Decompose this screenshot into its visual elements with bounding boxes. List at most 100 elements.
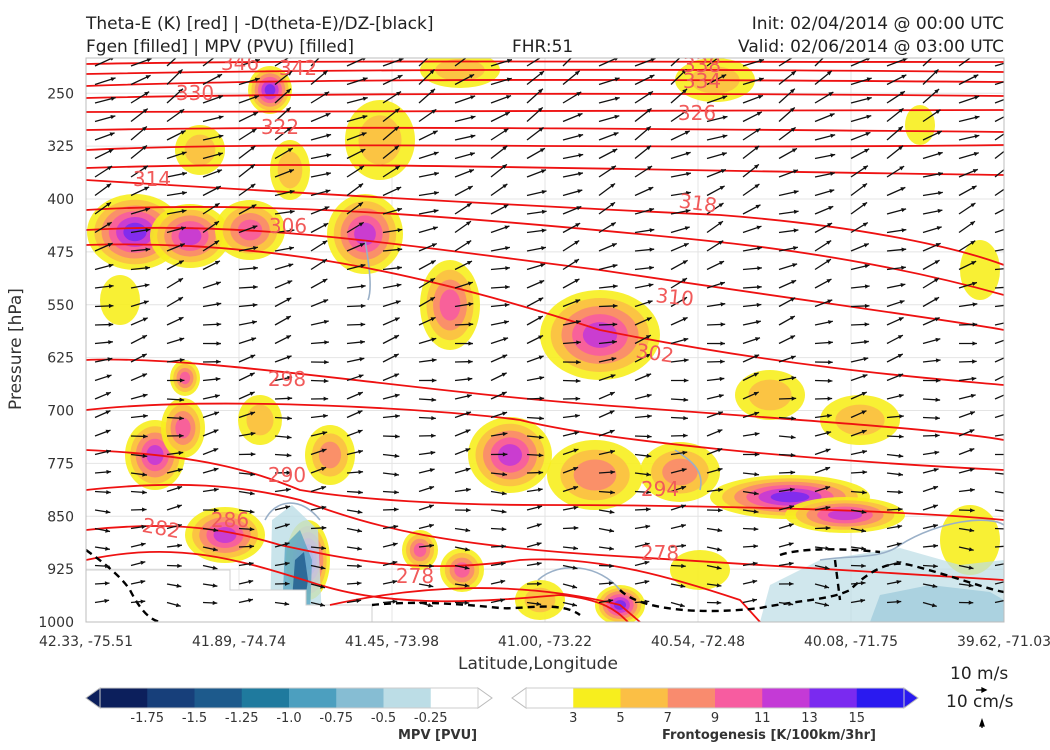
fgen-colorbar: 3 5 7 9 11 13 15 — [511, 687, 919, 726]
wind-arrow-head — [428, 504, 434, 509]
wind-arrow-head — [248, 579, 254, 584]
wind-arrow-head — [360, 149, 366, 154]
wind-arrow-head — [541, 209, 547, 214]
wind-arrow-head — [790, 355, 796, 360]
wind-arrow-head — [394, 126, 399, 132]
wind-arrow-head — [396, 187, 402, 191]
wind-arrow-head — [574, 51, 579, 56]
theta-e-label: 310 — [654, 283, 694, 311]
wind-arrow-head — [466, 508, 471, 513]
wind-arrow-head — [321, 448, 327, 453]
wind-arrow-head — [396, 91, 402, 96]
wind-arrow-head — [502, 164, 507, 169]
wind-arrow-head — [862, 470, 868, 475]
wind-arrow-head — [574, 259, 579, 264]
x-tick-label: 40.08, -71.75 — [804, 634, 898, 650]
wind-arrow-head — [862, 165, 868, 170]
wind-arrow-head — [753, 491, 759, 496]
fgen-patch — [413, 543, 427, 557]
wind-arrow-head — [647, 300, 653, 305]
wind-arrow-head — [574, 70, 580, 76]
wind-arrow-head — [536, 523, 542, 528]
wind-arrow-head — [110, 77, 116, 82]
theta-e-label: 334 — [683, 69, 721, 93]
wind-arrow-head — [538, 127, 544, 132]
wind-arrow-head — [466, 240, 472, 245]
wind-arrow-head — [755, 337, 760, 342]
wind-arrow-head — [826, 413, 832, 418]
wind-arrow-head — [1007, 184, 1012, 188]
wind-arrow-head — [968, 547, 974, 552]
wind-arrow-head — [140, 579, 146, 585]
wind-arrow-head — [252, 225, 258, 230]
wind-arrow-head — [254, 77, 260, 82]
wind-arrow-head — [1006, 491, 1011, 495]
wind-arrow-head — [212, 600, 218, 606]
theta-e-label: 298 — [268, 367, 306, 391]
wind-arrow-head — [470, 95, 476, 100]
wind-arrow-head — [176, 583, 182, 588]
wind-arrow-head — [326, 153, 332, 158]
y-tick-label: 700 — [47, 404, 74, 420]
colorbar-swatch — [762, 688, 810, 708]
wind-arrow-head — [216, 302, 222, 307]
wind-arrow-head — [972, 359, 977, 364]
wind-arrow-head — [142, 317, 148, 322]
wind-arrow-head — [612, 303, 618, 309]
wind-arrow-head — [863, 243, 869, 248]
wind-arrow-head — [178, 260, 184, 265]
wind-arrow-head — [680, 523, 686, 529]
y-tick-label: 550 — [47, 298, 74, 314]
wind-arrow-head — [901, 247, 907, 252]
theta-e-line — [86, 126, 1004, 133]
wind-arrow-head — [393, 524, 399, 529]
wind-arrow-head — [215, 186, 221, 191]
wind-arrow-head — [788, 601, 794, 607]
wind-arrow-head — [685, 208, 691, 214]
fgen-patch — [498, 444, 522, 466]
wind-arrow-head — [216, 53, 221, 57]
wind-arrow-head — [178, 51, 183, 56]
wind-arrow-head — [610, 490, 615, 495]
colorbar-swatch — [430, 688, 479, 708]
wind-arrow-head — [756, 111, 762, 116]
fgen-patch — [178, 226, 202, 246]
wind-arrow-head — [610, 470, 616, 475]
wind-arrow-head — [682, 260, 688, 265]
wind-arrow-head — [897, 524, 903, 529]
wind-arrow-head — [539, 148, 545, 153]
wind-arrow-head — [1005, 544, 1010, 548]
wind-arrow-head — [969, 467, 975, 472]
wind-arrow-head — [285, 107, 291, 113]
wind-arrow-head — [970, 221, 975, 226]
wind-arrow-head — [394, 145, 400, 151]
wind-arrow-head — [646, 145, 652, 151]
wind-arrow-head — [320, 565, 326, 570]
theta-e-contours — [86, 60, 1004, 622]
wind-arrow-head — [392, 560, 398, 565]
wind-arrow-head — [392, 542, 398, 547]
wind-arrow-head — [177, 563, 182, 568]
wind-arrow-head — [1011, 59, 1016, 63]
wind-arrow-head — [1009, 112, 1014, 116]
wind-arrow-head — [465, 467, 471, 472]
wind-arrow-head — [576, 340, 581, 345]
wind-arrow-head — [719, 376, 725, 382]
colorbar-tick-label: 9 — [711, 711, 719, 726]
theta-e-label: 286 — [211, 508, 249, 532]
plot-frame — [85, 57, 1005, 623]
wind-arrow-head — [970, 240, 976, 245]
wind-arrow-head — [465, 448, 471, 453]
wind-arrow-head — [1004, 580, 1009, 584]
wind-arrow-head — [790, 335, 796, 340]
wind-arrow-head — [141, 507, 147, 512]
wind-arrow-head — [719, 261, 725, 266]
wind-arrow-head — [612, 322, 618, 327]
wind-arrow-head — [1011, 77, 1016, 81]
wind-arrow-head — [323, 319, 329, 325]
wind-arrow-head — [645, 126, 651, 132]
wind-arrow-head — [468, 53, 473, 57]
wind-arrow-head — [397, 207, 403, 212]
wind-arrow-head — [753, 544, 759, 549]
